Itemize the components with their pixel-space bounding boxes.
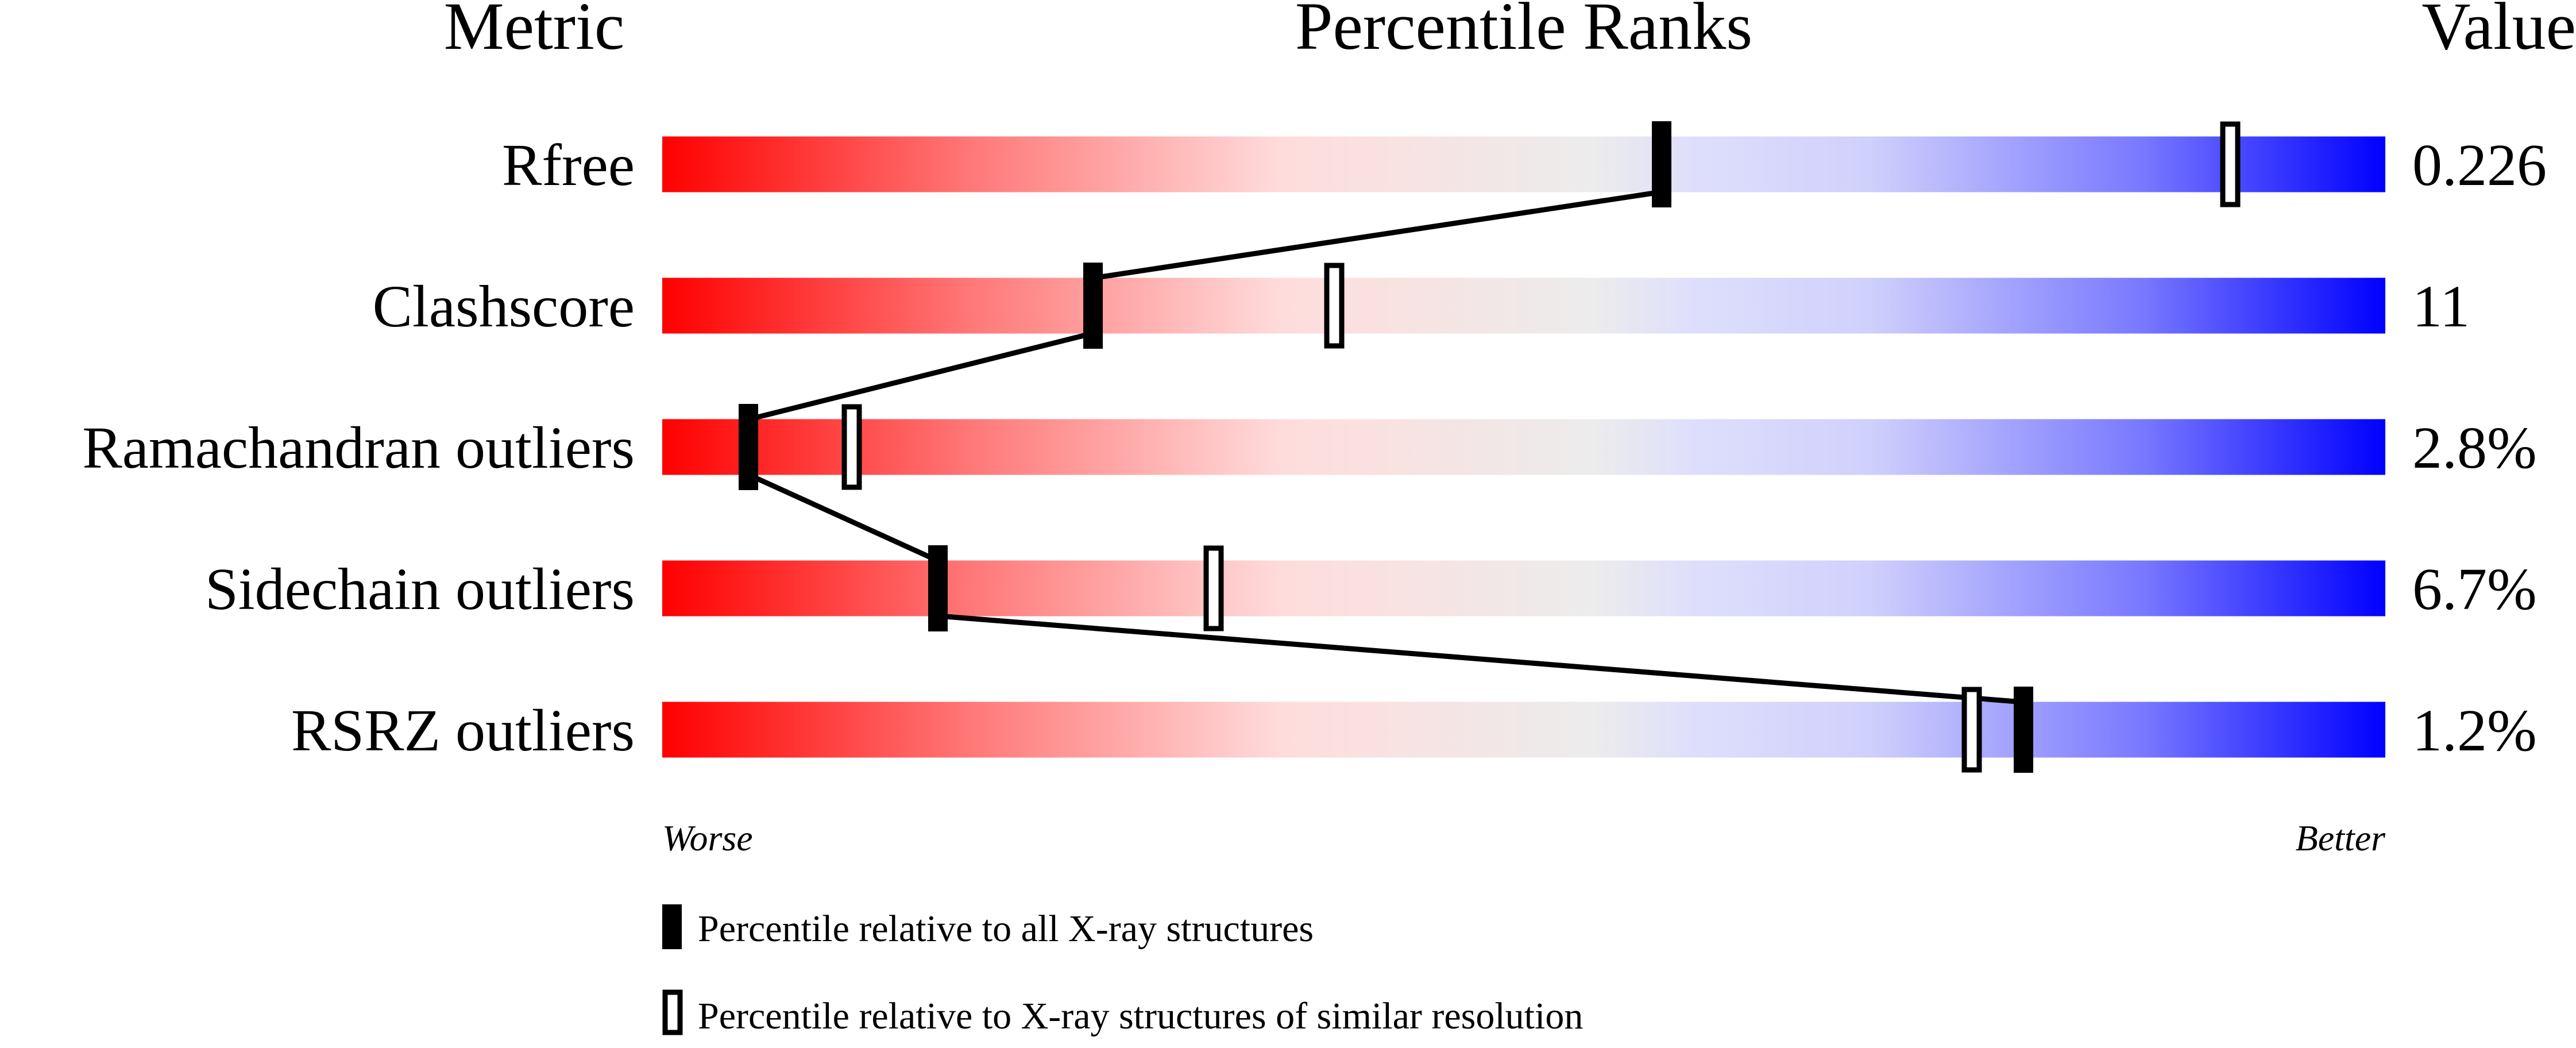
axis-label-worse: Worse [662,818,753,858]
marker-similar-resolution [2220,121,2241,207]
percentile-bar [662,560,2385,617]
metric-label: Ramachandran outliers [82,415,635,481]
marker-similar-resolution [1203,545,1224,631]
marker-similar-resolution [841,404,862,490]
marker-all-structures [2014,687,2033,773]
marker-all-structures [739,404,758,490]
marker-similar-resolution [1324,263,1345,349]
percentile-bar [662,702,2385,758]
percentile-bar [662,136,2385,192]
metric-value: 11 [2412,273,2470,340]
connector-line [937,613,2024,705]
marker-all-structures [1652,121,1671,207]
legend-filled-marker [662,904,682,949]
legend-open-marker [662,989,683,1035]
percentile-bar [662,278,2385,334]
legend-label-similar: Percentile relative to X-ray structures … [698,995,1583,1037]
metric-value: 6.7% [2412,556,2537,622]
connector-line [747,472,939,564]
header-metric: Metric [444,0,625,64]
metric-value: 1.2% [2412,698,2537,764]
metric-label: Sidechain outliers [205,556,635,622]
axis-label-better: Better [2296,818,2386,858]
header-value: Value [2421,0,2576,64]
connector-line [1092,189,1662,281]
marker-similar-resolution [1961,687,1982,773]
metric-value: 0.226 [2412,132,2547,198]
metric-label: Clashscore [373,273,635,340]
metric-label: Rfree [502,132,635,198]
metric-label: RSRZ outliers [291,698,635,764]
connector-line [747,330,1094,422]
marker-all-structures [1083,263,1103,349]
metric-value: 2.8% [2412,415,2537,481]
legend-label-all: Percentile relative to all X-ray structu… [698,908,1314,950]
header-percentile-ranks: Percentile Ranks [1295,0,1752,64]
marker-all-structures [928,545,948,631]
percentile-bar [662,419,2385,475]
